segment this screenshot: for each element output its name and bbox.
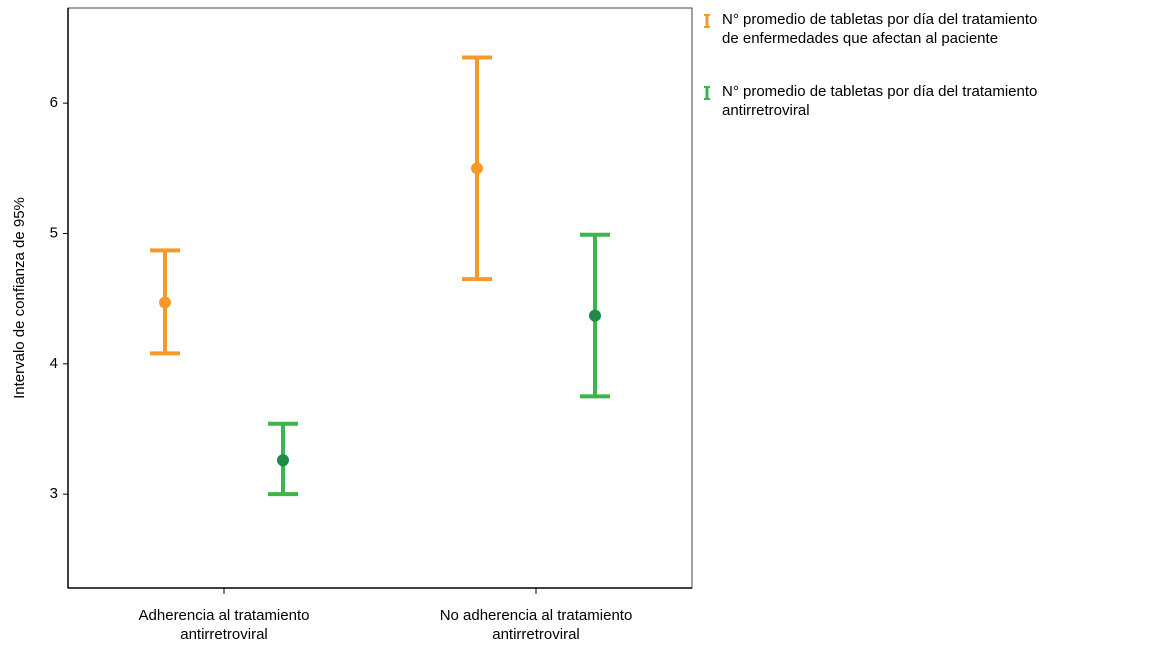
legend-label: N° promedio de tabletas por día del trat… bbox=[722, 83, 1038, 119]
legend-label: N° promedio de tabletas por día del trat… bbox=[722, 11, 1038, 47]
mean-point bbox=[589, 309, 601, 322]
mean-point bbox=[471, 162, 483, 175]
y-tick-label: 3 bbox=[50, 485, 58, 502]
y-tick-label: 6 bbox=[50, 94, 58, 111]
x-tick-label: Adherencia al tratamiento antirretrovira… bbox=[138, 607, 310, 643]
mean-point bbox=[277, 454, 289, 467]
x-tick-label: No adherencia al tratamiento antirretrov… bbox=[439, 607, 633, 643]
y-tick-label: 5 bbox=[50, 224, 58, 241]
y-tick-label: 4 bbox=[50, 355, 58, 372]
mean-point bbox=[159, 296, 171, 309]
y-axis-label: Intervalo de confianza de 95% bbox=[11, 197, 28, 399]
